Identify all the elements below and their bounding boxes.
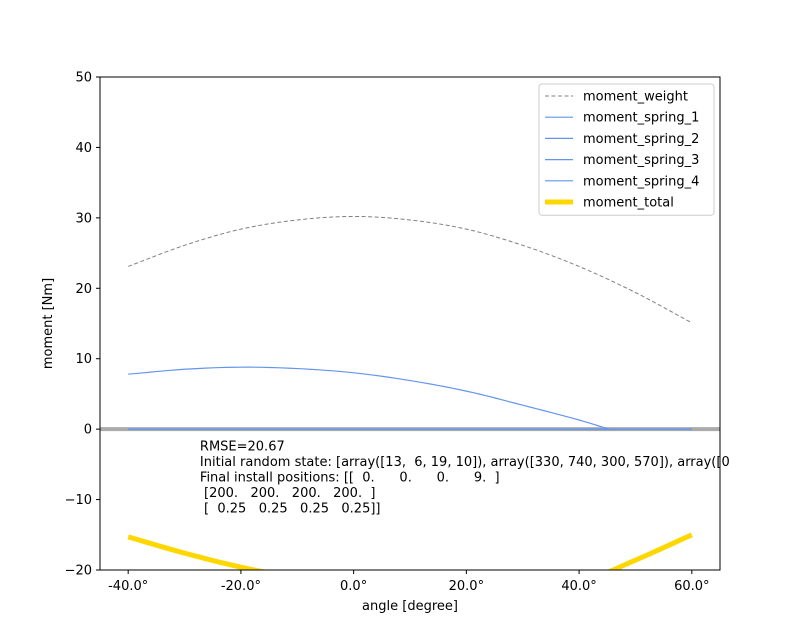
series-line-moment_total (127, 532, 693, 570)
series-line-moment_weight (128, 215, 693, 324)
legend-label: moment_weight (583, 90, 688, 105)
y-tick-label: −10 (65, 493, 92, 508)
y-axis-label: moment [Nm] (41, 278, 56, 369)
y-tick-label: −20 (65, 564, 92, 579)
annotation-line: Initial random state: [array([13, 6, 19,… (200, 455, 730, 470)
legend-label: moment_spring_2 (583, 132, 699, 147)
legend-box (538, 83, 715, 216)
y-tick-label: 30 (75, 211, 92, 226)
x-tick-label: 40.0° (561, 579, 596, 594)
ticks-layer: -40.0° -20.0° 0.0° 20.0° 40.0° 60.0° −20 −10 0 10… (65, 71, 710, 595)
x-tick-label: -20.0° (221, 579, 261, 594)
x-tick-label: -40.0° (108, 579, 148, 594)
y-tick-label: 50 (75, 71, 92, 86)
y-tick-label: 20 (75, 282, 92, 297)
annotation-line: Final install positions: [[ 0. 0. 0. 9. … (200, 470, 500, 485)
legend-label: moment_total (583, 196, 674, 211)
annotation-line: RMSE=20.67 (200, 439, 285, 454)
annotation-line: [200. 200. 200. 200. ] (200, 486, 376, 501)
series-layer (100, 215, 720, 570)
legend-label: moment_spring_4 (583, 174, 699, 189)
legend-label: moment_spring_1 (583, 111, 699, 126)
legend: moment_weight moment_spring_1 moment_sprin… (538, 83, 715, 216)
legend-label: moment_spring_3 (583, 153, 699, 168)
y-tick-label: 10 (75, 352, 92, 367)
x-tick-label: 0.0° (340, 579, 367, 594)
plot-frame (99, 76, 721, 571)
x-tick-label: 20.0° (449, 579, 484, 594)
y-tick-label: 40 (75, 141, 92, 156)
x-tick-label: 60.0° (674, 579, 709, 594)
x-axis-label: angle [degree] (362, 599, 458, 614)
y-tick-label: 0 (84, 423, 92, 438)
annotation-line: [ 0.25 0.25 0.25 0.25]] (200, 501, 381, 516)
series-line-moment_spring_1 (128, 366, 610, 430)
